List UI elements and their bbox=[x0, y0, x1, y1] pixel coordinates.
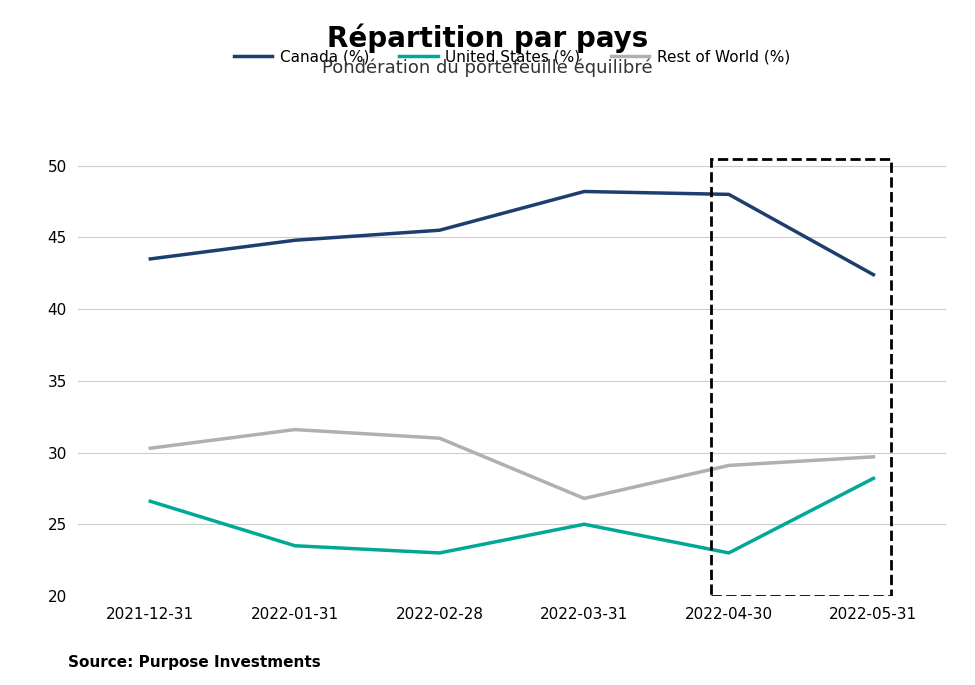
Text: Répartition par pays: Répartition par pays bbox=[327, 24, 648, 53]
Text: Source: Purpose Investments: Source: Purpose Investments bbox=[68, 655, 321, 670]
Legend: Canada (%), United States (%), Rest of World (%): Canada (%), United States (%), Rest of W… bbox=[227, 44, 797, 71]
Bar bbox=[712, 158, 891, 596]
Text: Pondération du portefeuille équilibré: Pondération du portefeuille équilibré bbox=[322, 58, 653, 77]
